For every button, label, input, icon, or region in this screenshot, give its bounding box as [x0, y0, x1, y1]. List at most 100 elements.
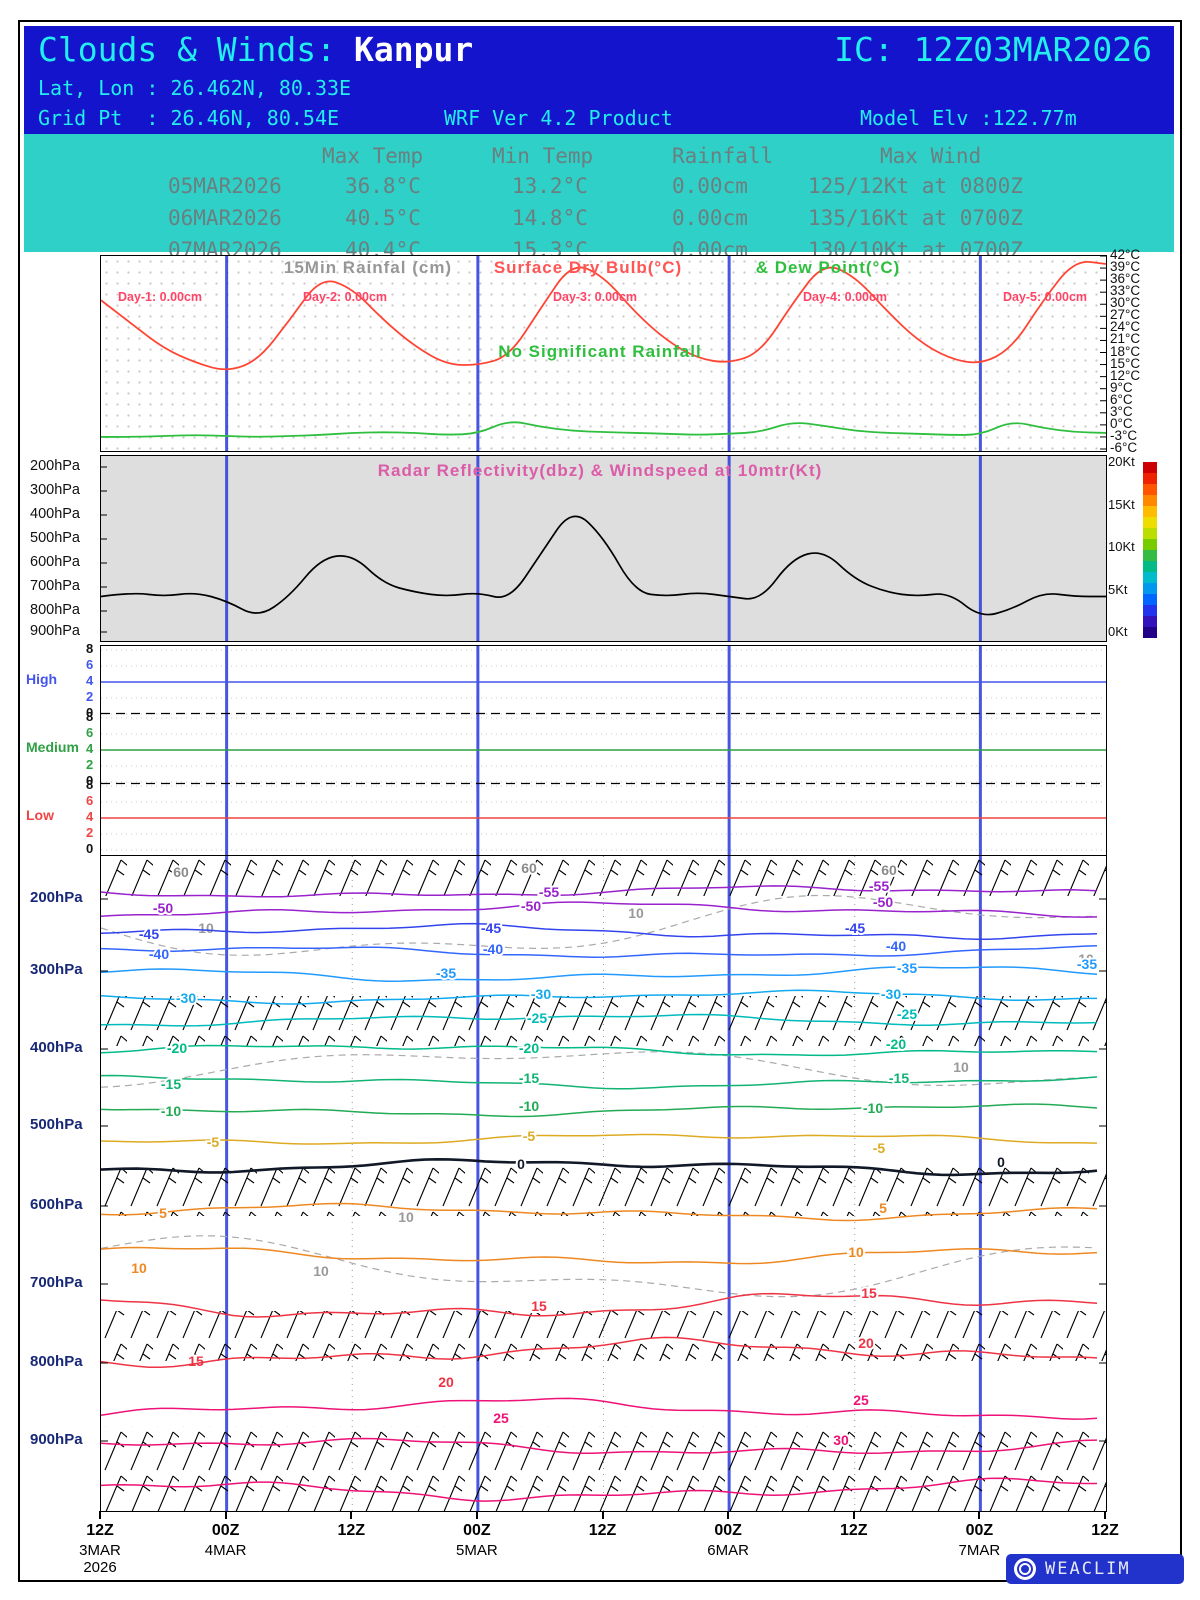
contour-label: -5: [207, 1134, 220, 1150]
contour-label: -30: [881, 986, 901, 1002]
forecast-col-header: Max Wind: [880, 144, 982, 168]
contour-line--30: [101, 989, 1097, 1005]
wind-barb-band: [101, 1166, 1106, 1216]
latlon-label: Lat, Lon : 26.462N, 80.33E: [38, 76, 352, 100]
isotach-label: 60: [881, 862, 897, 878]
contour-line-10: [101, 1246, 1098, 1265]
windspeed-colorbar: [1143, 462, 1157, 638]
colorbar-segment: [1143, 583, 1157, 594]
contour-line-30: [101, 1437, 1098, 1455]
colorbar-segment: [1143, 539, 1157, 550]
wrf-version-label: WRF Ver 4.2 Product: [444, 106, 673, 130]
forecast-col-header: Rainfall: [672, 144, 774, 168]
contour-label: -10: [161, 1103, 181, 1119]
contour-label: 0: [517, 1156, 525, 1172]
contour-label: -40: [886, 938, 906, 954]
colorbar-segment: [1143, 561, 1157, 572]
forecast-cell: 06MAR2026: [168, 206, 282, 230]
time-axis-tick: [1104, 1511, 1106, 1519]
contour-line-25: [101, 1397, 1098, 1420]
contour-line-0: [101, 1157, 1098, 1177]
gray-contour-label: 10: [313, 1263, 329, 1279]
contour-line--25: [101, 1013, 1098, 1027]
contour-line-20: [101, 1336, 1098, 1369]
gray-dashed-contour: [101, 894, 1096, 956]
contour-line--35: [101, 966, 1098, 982]
time-axis-tick: [475, 1511, 478, 1519]
isotach-label: 60: [521, 860, 537, 876]
contour-label: -35: [1077, 956, 1097, 972]
surface-temp-dewpoint-chart: [100, 255, 1107, 452]
contour-label: 15: [531, 1298, 547, 1314]
contour-line--45: [101, 922, 1098, 940]
wind-barb-band: [101, 996, 1106, 1046]
station-name: Kanpur: [354, 30, 474, 69]
colorbar-segment: [1143, 484, 1157, 495]
forecast-cell: 0.00cm: [672, 174, 748, 198]
time-axis-tick: [978, 1511, 981, 1519]
contour-label: -25: [897, 1006, 917, 1022]
gridpoint-label: Grid Pt : 26.46N, 80.54E: [38, 106, 340, 130]
contour-label: 0: [997, 1154, 1005, 1170]
gray-contour-label: 10: [198, 920, 214, 936]
forecast-cell: 36.8°C: [345, 174, 421, 198]
windspeed-curve: [101, 515, 1106, 616]
contour-label: 10: [131, 1260, 147, 1276]
contour-label: 20: [438, 1374, 454, 1390]
contour-label: -40: [483, 941, 503, 957]
contour-label: -5: [523, 1128, 536, 1144]
wind-barb-band: [101, 1426, 1106, 1511]
contour-line--10: [101, 1103, 1098, 1118]
contour-label: 25: [493, 1410, 509, 1426]
contour-line--40: [101, 944, 1098, 958]
forecast-cell: 13.2°C: [512, 174, 588, 198]
gray-contour-label: 10: [953, 1059, 969, 1075]
contour-label: -20: [519, 1040, 539, 1056]
contour-label: 5: [159, 1205, 167, 1221]
contour-label: -25: [527, 1010, 547, 1026]
radar-windspeed-chart: [100, 455, 1107, 642]
gray-dashed-contour: [101, 1235, 1096, 1298]
colorbar-segment: [1143, 616, 1157, 627]
colorbar-segment: [1143, 550, 1157, 561]
colorbar-segment: [1143, 506, 1157, 517]
colorbar-segment: [1143, 627, 1157, 638]
isotach-label: 60: [173, 864, 189, 880]
gray-contour-label: 10: [628, 905, 644, 921]
contour-line-15: [101, 1292, 1098, 1318]
contour-label: -45: [481, 920, 501, 936]
contour-label: -10: [519, 1098, 539, 1114]
colorbar-segment: [1143, 594, 1157, 605]
contour-label: -15: [161, 1076, 181, 1092]
gray-contour-label: 10: [398, 1209, 414, 1225]
contour-line--5: [101, 1133, 1098, 1145]
forecast-cell: 40.5°C: [345, 206, 421, 230]
contour-label: -55: [539, 884, 559, 900]
contour-label: -55: [869, 878, 889, 894]
cloud-cover-chart: [100, 645, 1107, 857]
page-title: Clouds & Winds:: [38, 30, 337, 69]
contour-label: 15: [861, 1285, 877, 1301]
contour-label: -35: [436, 965, 456, 981]
contour-label: -10: [863, 1100, 883, 1116]
contour-label: -20: [886, 1036, 906, 1052]
colorbar-segment: [1143, 473, 1157, 484]
contour-line--15: [101, 1074, 1098, 1090]
contour-label: -45: [845, 920, 865, 936]
forecast-cell: 135/16Kt at 0700Z: [808, 206, 1023, 230]
contour-line--50: [101, 901, 1098, 918]
contour-label: -40: [149, 946, 169, 962]
gray-contour-label: 10: [1078, 951, 1094, 967]
header: Clouds & Winds: Kanpur IC: 12Z03MAR2026 …: [24, 26, 1174, 134]
forecast-cell: 125/12Kt at 0800Z: [808, 174, 1023, 198]
contour-label: 25: [853, 1392, 869, 1408]
contour-label: -50: [153, 900, 173, 916]
contour-label: -20: [167, 1040, 187, 1056]
forecast-table: Max Temp Min Temp Rainfall Max Wind 05MAR202…: [24, 134, 1174, 262]
contour-line-5: [101, 1202, 1098, 1222]
colorbar-segment: [1143, 528, 1157, 539]
contour-label: -15: [519, 1070, 539, 1086]
forecast-cell: 0.00cm: [672, 206, 748, 230]
